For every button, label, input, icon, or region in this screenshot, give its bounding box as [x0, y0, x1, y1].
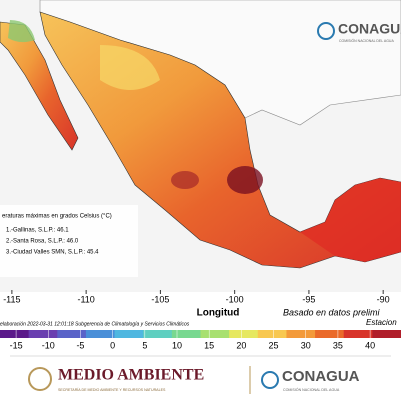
hot-spot: [227, 166, 263, 194]
colorbar-segment: [372, 330, 401, 338]
colorbar-segment: [229, 330, 259, 338]
colorbar-tick-label: 15: [204, 340, 214, 350]
colorbar-segment: [171, 330, 201, 338]
colorbar-segment: [343, 330, 373, 338]
colorbar-segment: [143, 330, 173, 338]
station-entry: 2.-Santa Rosa, S.L.P.: 46.0: [6, 239, 79, 245]
footer-title: MEDIO AMBIENTE: [58, 367, 204, 384]
logo: CONAGUA COMISIÓN NACIONAL DEL AGUA: [317, 21, 401, 43]
colorbar-segment: [57, 330, 87, 338]
x-tick-label: -90: [377, 294, 390, 304]
emblem: [28, 367, 52, 391]
x-tick-label: -100: [226, 294, 244, 304]
colorbar-tick-label: 0: [110, 340, 115, 350]
note: Estacion: [366, 318, 397, 327]
lower-panel: [0, 292, 401, 401]
x-axis-label: Longitud: [197, 308, 240, 319]
colorbar-segment: [286, 330, 316, 338]
cool-region: [8, 20, 35, 43]
colorbar-tick-label: -10: [42, 340, 55, 350]
station-entry: 1.-Gallinas, S.L.P.: 46.1: [6, 228, 69, 234]
colorbar-segment: [200, 330, 230, 338]
x-tick-label: -115: [3, 294, 20, 304]
hot-spot: [171, 171, 199, 189]
colorbar-tick-label: -5: [76, 340, 84, 350]
colorbar-tick-label: 35: [333, 340, 343, 350]
colorbar-tick-label: 40: [365, 340, 375, 350]
footer-subtitle: SECRETARÍA DE MEDIO AMBIENTE Y RECURSOS …: [58, 388, 166, 392]
note: Basado en datos prelimi: [283, 307, 381, 317]
colorbar-segment: [315, 330, 345, 338]
warm-region: [100, 45, 160, 90]
logo-subtitle: COMISIÓN NACIONAL DEL AGUA: [339, 38, 394, 43]
footer-logo-subtitle: COMISIÓN NACIONAL DEL AGUA: [283, 387, 340, 392]
colorbar-tick-label: 20: [236, 340, 246, 350]
station-entry: 3.-Ciudad Valles SMN, S.L.P.: 45.4: [6, 250, 99, 256]
logo-icon: [261, 371, 279, 389]
colorbar-tick-label: 5: [142, 340, 147, 350]
colorbar-tick-label: 30: [301, 340, 311, 350]
colorbar-tick-label: 25: [269, 340, 279, 350]
colorbar-segment: [85, 330, 116, 338]
x-tick-label: -95: [302, 294, 315, 304]
logo-icon: [317, 22, 335, 40]
colorbar-segment: [0, 330, 30, 338]
footer-logo: CONAGUA: [282, 368, 360, 385]
legend-box: [0, 205, 138, 277]
hot-region: [300, 178, 401, 262]
legend-title: eraturas máximas en grados Celsius (°C): [2, 214, 112, 220]
baja-california: [0, 21, 79, 151]
colorbar-tick-label: -15: [10, 340, 23, 350]
x-tick-label: -110: [77, 294, 94, 304]
logo-text: CONAGUA: [338, 21, 401, 37]
colorbar-segment: [257, 330, 287, 338]
x-tick-label: -105: [151, 294, 169, 304]
credit: elaboración 2022-03-31 12:01:18 Subgeren…: [0, 321, 190, 327]
colorbar-segment: [114, 330, 144, 338]
colorbar-segment: [28, 330, 58, 338]
colorbar-tick-label: 10: [172, 340, 182, 350]
